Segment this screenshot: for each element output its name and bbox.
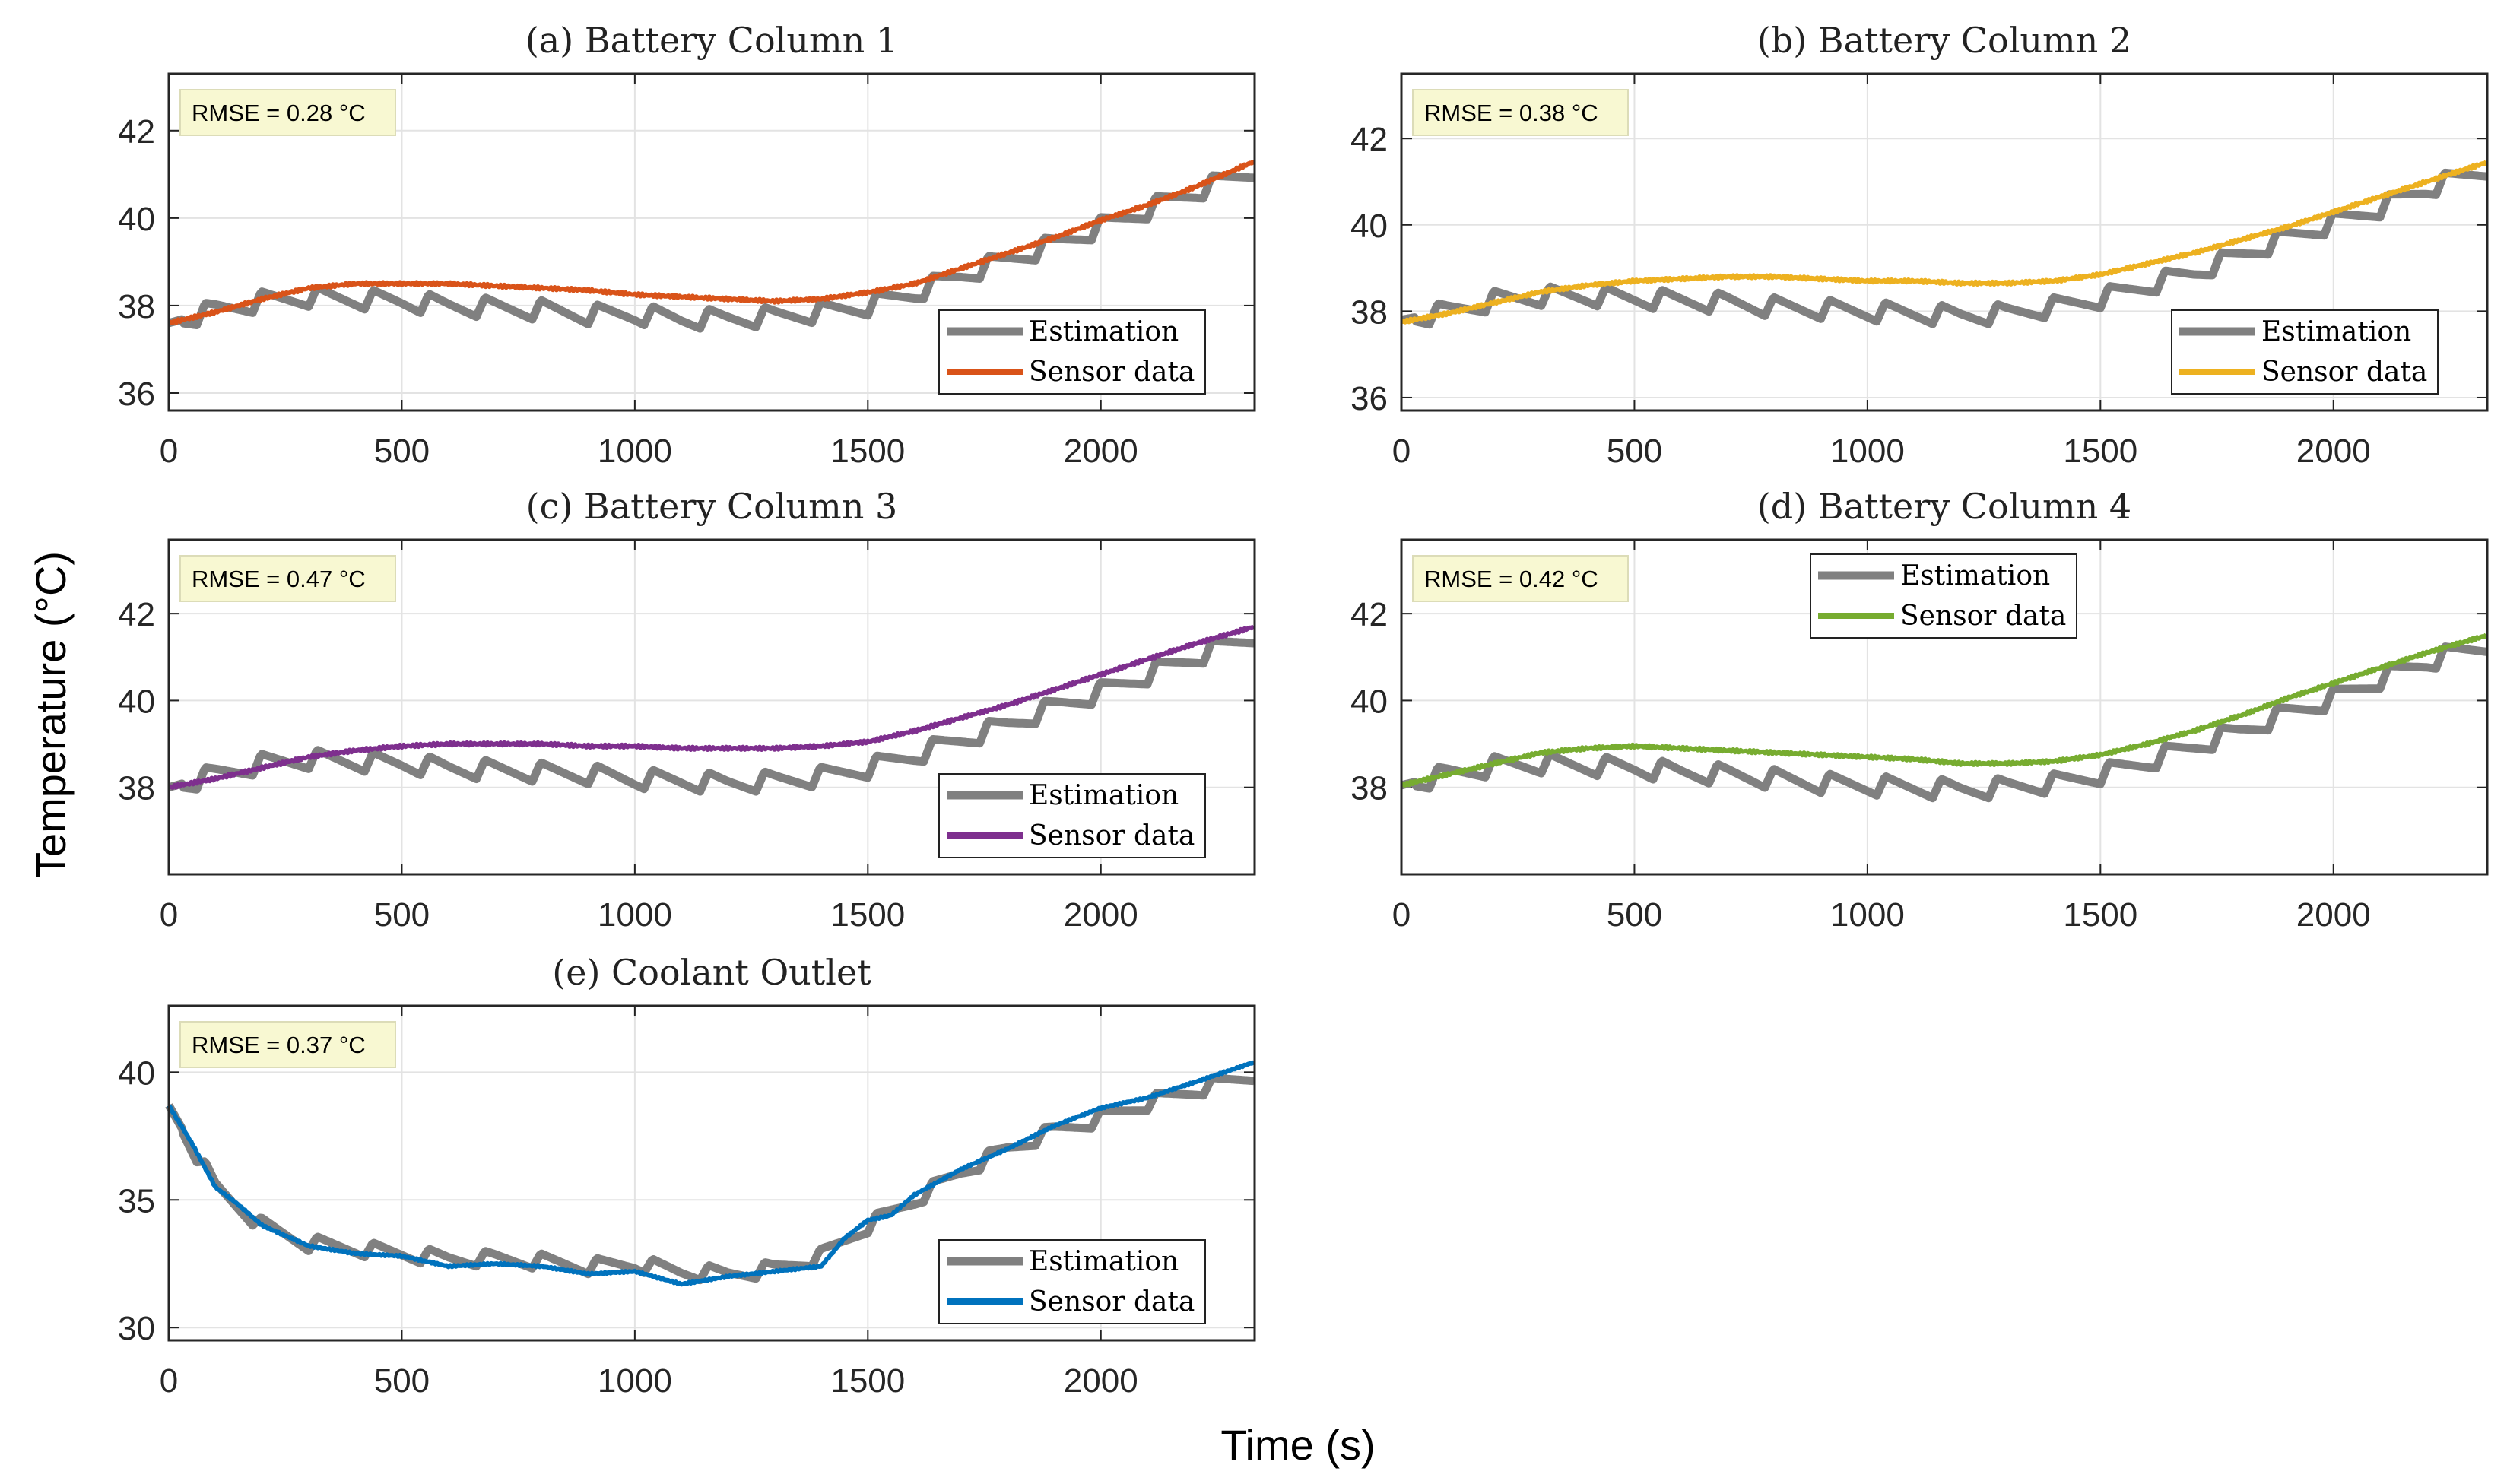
legend-label: Sensor data: [1029, 820, 1195, 851]
estimation-line: [1399, 642, 2489, 803]
y-tick-label: 30: [118, 1310, 155, 1347]
x-tick-label: 0: [1392, 433, 1411, 470]
y-tick-label: 36: [1350, 380, 1388, 417]
estimation-line: [167, 636, 1256, 796]
legend-label: Sensor data: [1029, 1286, 1195, 1318]
rmse-box: [179, 555, 396, 602]
y-tick-label: 42: [1350, 596, 1388, 633]
axes-box: [1400, 538, 2489, 876]
x-tick-label: 2000: [1064, 1362, 1138, 1400]
x-tick-label: 0: [160, 433, 178, 470]
x-tick-label: 2000: [2296, 896, 2371, 934]
y-tick-label: 38: [1350, 293, 1388, 331]
rmse-label: RMSE = 0.38 °C: [1424, 100, 1598, 126]
subplot-title: (a) Battery Column 1: [525, 20, 898, 61]
rmse-box: [1412, 555, 1629, 602]
subplot-4: (e) Coolant Outlet 0 500 1000 1500 2000 30 35 40…: [118, 952, 1256, 1400]
x-tick-label: 1500: [830, 896, 905, 934]
y-tick-label: 40: [118, 683, 155, 720]
sensor-data-line: [167, 159, 1256, 325]
subplot-0: (a) Battery Column 1 0 500 1000 1500 2000 36 38…: [118, 20, 1256, 470]
legend-label: Estimation: [2261, 316, 2411, 347]
x-tick-label: 500: [374, 433, 430, 470]
subplot-1: (b) Battery Column 2 0 500 1000 1500 2000 36 38…: [1350, 20, 2489, 470]
x-tick-label: 1500: [2063, 896, 2137, 934]
rmse-label: RMSE = 0.42 °C: [1424, 566, 1598, 592]
x-tick-label: 500: [374, 896, 430, 934]
sensor-data-line: [167, 1060, 1255, 1287]
x-tick-label: 1000: [1830, 896, 1905, 934]
axes-box: [167, 1004, 1256, 1342]
rmse-box: [1412, 89, 1629, 136]
x-tick-label: 1000: [1830, 433, 1905, 470]
y-axis-label: Temperature (°C): [27, 551, 75, 878]
y-tick-label: 42: [118, 113, 155, 151]
axes-box: [167, 72, 1256, 412]
subplot-title: (b) Battery Column 2: [1757, 20, 2131, 61]
rmse-box: [179, 1021, 396, 1068]
legend: Estimation Sensor data: [938, 773, 1206, 858]
estimation-line: [167, 171, 1256, 333]
subplot-title: (c) Battery Column 3: [526, 486, 898, 527]
x-axis-label: Time (s): [1220, 1421, 1375, 1469]
subplot-3: (d) Battery Column 4 0 500 1000 1500 2000 38 40…: [1350, 486, 2489, 934]
y-tick-label: 42: [1350, 121, 1388, 158]
x-tick-label: 2000: [1064, 433, 1138, 470]
y-tick-label: 40: [118, 1054, 155, 1092]
y-tick-label: 36: [118, 376, 155, 413]
x-tick-label: 1500: [830, 433, 905, 470]
legend: Estimation Sensor data: [938, 1239, 1206, 1324]
sensor-data-line: [1400, 633, 2489, 788]
legend-box: [938, 1239, 1206, 1324]
rmse-label: RMSE = 0.28 °C: [192, 100, 366, 126]
sensor-data-line: [1400, 160, 2489, 325]
rmse-label: RMSE = 0.47 °C: [192, 566, 366, 592]
legend: Estimation Sensor data: [938, 309, 1206, 395]
y-tick-label: 38: [1350, 770, 1388, 807]
y-tick-label: 40: [1350, 683, 1388, 720]
y-tick-label: 42: [118, 596, 155, 633]
legend-box: [2171, 309, 2439, 395]
x-tick-label: 2000: [1064, 896, 1138, 934]
axes-box: [1400, 72, 2489, 412]
x-tick-label: 1000: [598, 1362, 672, 1400]
x-tick-label: 1500: [830, 1362, 905, 1400]
subplot-2: (c) Battery Column 3 0 500 1000 1500 2000 38 40…: [118, 486, 1256, 934]
legend-label: Estimation: [1029, 316, 1179, 347]
legend-box: [1810, 553, 2077, 639]
y-tick-label: 38: [118, 770, 155, 807]
x-tick-label: 500: [374, 1362, 430, 1400]
legend-label: Estimation: [1900, 560, 2050, 591]
subplot-title: (e) Coolant Outlet: [552, 952, 871, 993]
legend-label: Estimation: [1029, 1246, 1179, 1277]
x-tick-label: 2000: [2296, 433, 2371, 470]
sensor-data-line: [167, 624, 1256, 790]
x-tick-label: 1000: [598, 433, 672, 470]
legend: Estimation Sensor data: [1810, 553, 2077, 639]
x-tick-label: 0: [160, 896, 178, 934]
x-tick-label: 500: [1607, 896, 1662, 934]
x-tick-label: 500: [1607, 433, 1662, 470]
y-tick-label: 38: [118, 288, 155, 325]
x-tick-label: 0: [1392, 896, 1411, 934]
y-tick-label: 35: [118, 1182, 155, 1219]
x-tick-label: 0: [160, 1362, 178, 1400]
legend-box: [938, 309, 1206, 395]
legend-label: Sensor data: [2261, 357, 2427, 388]
legend-label: Sensor data: [1900, 601, 2066, 632]
y-tick-label: 40: [118, 201, 155, 238]
x-tick-label: 1000: [598, 896, 672, 934]
subplot-title: (d) Battery Column 4: [1757, 486, 2131, 527]
rmse-label: RMSE = 0.37 °C: [192, 1032, 366, 1058]
x-tick-label: 1500: [2063, 433, 2137, 470]
legend-box: [938, 773, 1206, 858]
y-tick-label: 40: [1350, 208, 1388, 245]
axes-box: [167, 538, 1256, 876]
legend: Estimation Sensor data: [2171, 309, 2439, 395]
legend-label: Estimation: [1029, 780, 1179, 811]
estimation-line: [1399, 168, 2489, 329]
rmse-box: [179, 89, 396, 136]
legend-label: Sensor data: [1029, 357, 1195, 388]
